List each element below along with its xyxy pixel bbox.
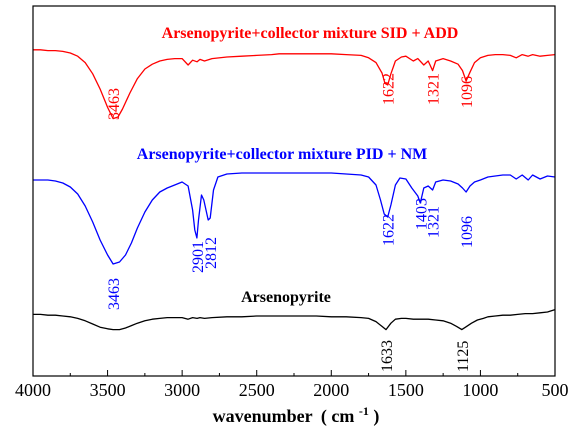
peak-label-2901: 2901 (190, 241, 207, 273)
series-label-2: Arsenopyrite+collector mixture PID + NM (137, 146, 427, 163)
x-axis-ticks: 4000 3500 3000 2500 2000 1500 1000 500 (15, 370, 569, 400)
x-axis-title-main: wavenumber (213, 406, 313, 426)
peak-label-1403: 1403 (413, 198, 430, 230)
x-tick-label-2500: 2500 (239, 380, 275, 400)
x-tick-label-2000: 2000 (313, 380, 349, 400)
peak-label-1096: 1096 (459, 216, 476, 248)
x-axis-title-superscript: -1 (359, 404, 369, 418)
x-tick-label-3500: 3500 (90, 380, 126, 400)
peak-label-1125: 1125 (455, 341, 472, 372)
series-line-3 (33, 308, 556, 331)
peak-label-1633: 1633 (379, 340, 396, 372)
peak-label-1321: 1321 (426, 73, 443, 105)
series-layer (33, 49, 556, 331)
x-axis-title-unit: ( cm (321, 406, 354, 427)
x-tick-label-3000: 3000 (164, 380, 200, 400)
x-axis-title: wavenumber ( cm -1 ) (213, 399, 380, 427)
series-line-1 (33, 49, 556, 120)
series-label-3: Arsenopyrite (241, 289, 331, 306)
series-label-1: Arsenopyrite+collector mixture SID + ADD (162, 25, 459, 42)
peak-label-3463: 3463 (106, 278, 123, 310)
series-label-layer: Arsenopyrite+collector mixture SID + ADD… (137, 25, 459, 306)
x-tick-label-4000: 4000 (15, 380, 51, 400)
peak-label-1096: 1096 (459, 76, 476, 108)
series-line-2 (33, 172, 556, 265)
x-tick-label-1000: 1000 (462, 380, 498, 400)
x-tick-label-500: 500 (542, 380, 569, 400)
peak-label-1321: 1321 (426, 206, 443, 238)
x-axis-title-close: ) (373, 406, 379, 427)
peak-label-3463: 3463 (106, 88, 123, 120)
peak-label-2812: 2812 (203, 237, 220, 269)
peak-label-1622: 1622 (381, 73, 398, 105)
x-tick-label-1500: 1500 (388, 380, 424, 400)
peak-label-1622: 1622 (381, 214, 398, 246)
